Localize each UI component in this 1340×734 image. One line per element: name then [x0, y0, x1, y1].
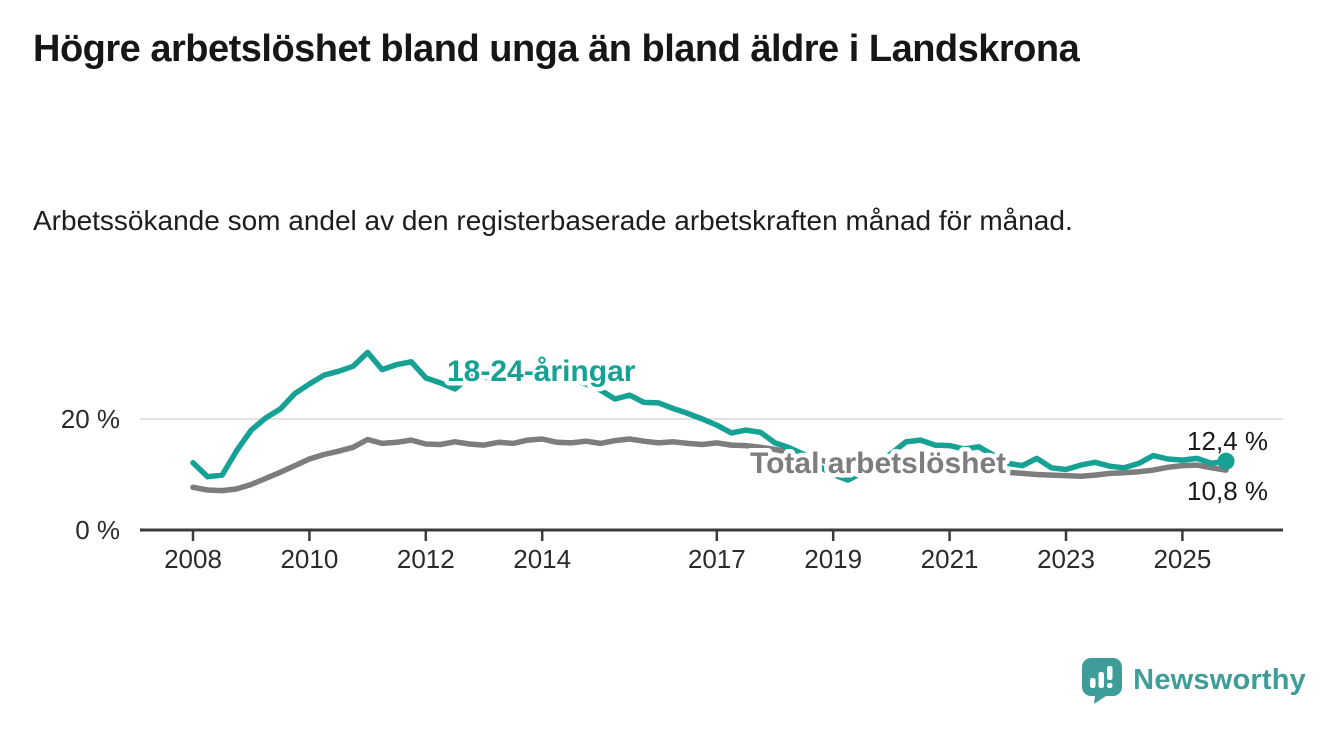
- newsworthy-speech-bubble-bar-chart-icon: [1082, 658, 1123, 704]
- bar-short: [1090, 678, 1096, 688]
- bar-tall: [1098, 672, 1105, 688]
- series-line-total: [190, 436, 1229, 494]
- x-tick-label-2023: 2023: [1037, 544, 1095, 574]
- y-tick-label-0: 0 %: [75, 515, 120, 545]
- x-tick-label-2019: 2019: [804, 544, 862, 574]
- page-subtitle: Arbetssökande som andel av den registerb…: [33, 205, 1073, 236]
- x-tick-label-2017: 2017: [688, 544, 746, 574]
- series-label-total: Total arbetslöshet: [750, 447, 1006, 480]
- series-line-youth-18-24: [190, 349, 1229, 483]
- x-tick-label-2010: 2010: [280, 544, 338, 574]
- x-tick-label-2021: 2021: [921, 544, 979, 574]
- x-tick-label-2025: 2025: [1153, 544, 1211, 574]
- y-tick-label-20: 20 %: [61, 404, 120, 434]
- x-tick-label-2012: 2012: [397, 544, 455, 574]
- exclamation-dot: [1107, 683, 1113, 688]
- newsworthy-logo[interactable]: Newsworthy: [1081, 657, 1306, 704]
- x-tick-label-2008: 2008: [164, 544, 222, 574]
- exclamation-bar: [1107, 666, 1113, 680]
- series-label-youth-18-24: 18-24-åringar: [447, 355, 636, 388]
- x-tick-label-2014: 2014: [513, 544, 571, 574]
- end-label-youth: 12,4 %: [1187, 426, 1268, 456]
- end-label-total: 10,8 %: [1187, 476, 1268, 506]
- page-title: Högre arbetslöshet bland unga än bland ä…: [33, 28, 1080, 70]
- youth-end-dot: [1217, 452, 1235, 470]
- newsworthy-wordmark: Newsworthy: [1133, 664, 1306, 696]
